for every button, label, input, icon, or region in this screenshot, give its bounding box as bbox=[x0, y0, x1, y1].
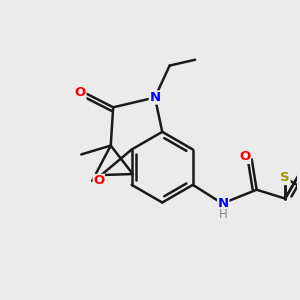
Text: N: N bbox=[218, 197, 229, 210]
Text: N: N bbox=[149, 91, 161, 104]
Text: O: O bbox=[75, 86, 86, 99]
Text: O: O bbox=[239, 150, 250, 164]
Text: H: H bbox=[219, 208, 228, 221]
Text: O: O bbox=[93, 174, 104, 188]
Text: S: S bbox=[280, 172, 290, 184]
